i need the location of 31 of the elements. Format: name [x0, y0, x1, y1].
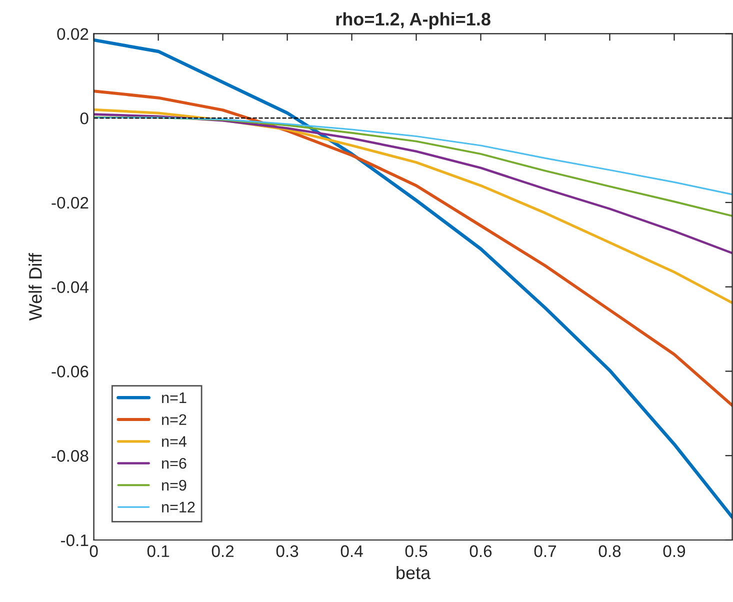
y-tick-label: -0.1: [60, 534, 88, 546]
x-tick-label: 0: [90, 545, 98, 558]
x-tick-label: 0.4: [340, 545, 363, 558]
chart-title: rho=1.2, A-phi=1.8: [336, 12, 490, 30]
x-tick-label: 0.2: [212, 545, 234, 558]
x-axis-title: beta: [396, 566, 431, 580]
x-tick-label: 0.9: [663, 545, 686, 558]
y-tick-label: 0: [80, 112, 88, 124]
legend-label: n=12: [162, 502, 195, 512]
y-axis-title: Welf Diff: [28, 253, 42, 321]
x-tick-label: 0.8: [598, 545, 621, 558]
x-tick-label: 0.7: [534, 545, 556, 558]
line-series: [94, 116, 732, 196]
legend-label: n=4: [162, 436, 187, 447]
y-tick-label: -0.02: [52, 196, 88, 209]
legend-label: n=9: [162, 480, 186, 491]
x-tick-label: 0.3: [276, 545, 298, 558]
legend-label: n=6: [162, 458, 186, 469]
line-series: [94, 38, 732, 519]
x-tick-label: 0.6: [470, 545, 492, 558]
y-tick-label: -0.06: [52, 366, 88, 378]
line-series: [94, 116, 732, 217]
y-tick-label: -0.08: [52, 450, 88, 462]
x-tick-label: 0.1: [147, 545, 170, 558]
line-series: [94, 90, 732, 407]
line-series: [94, 113, 732, 254]
legend-label: n=1: [162, 392, 186, 403]
y-tick-label: -0.04: [52, 281, 88, 294]
legend-label: n=2: [162, 414, 186, 425]
x-tick-label: 0.5: [405, 545, 428, 558]
y-tick-label: 0.02: [57, 28, 88, 40]
